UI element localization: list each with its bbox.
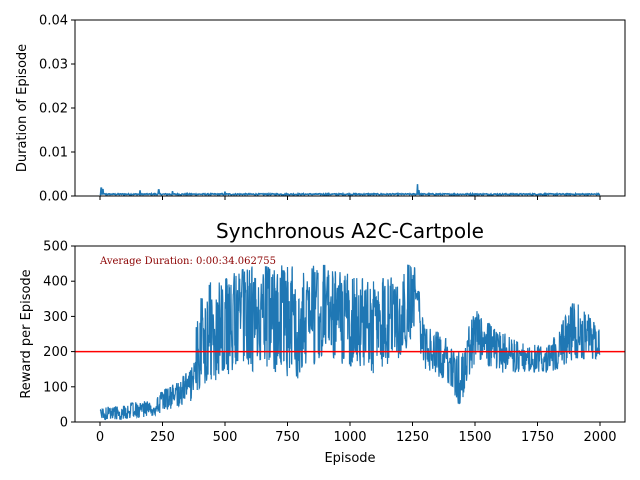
reward-x-tick-label: 750 — [275, 430, 300, 445]
average-duration-annotation: Average Duration: 0:00:34.062755 — [99, 256, 276, 267]
reward-y-ticks: 0 100 200 300 400 500 — [43, 240, 75, 431]
reward-x-tick-label: 0 — [96, 430, 104, 445]
reward-x-tick-label: 2000 — [583, 430, 616, 445]
reward-x-tick-label: 250 — [150, 430, 175, 445]
reward-x-axis-label: Episode — [324, 451, 375, 466]
duration-y-ticks: 0.00 0.01 0.02 0.03 0.04 — [39, 14, 75, 205]
duration-x-ticks — [99, 196, 601, 200]
duration-y-tick-label: 0.02 — [39, 102, 68, 117]
reward-y-tick-label: 200 — [43, 345, 68, 360]
reward-axes-frame — [74, 245, 626, 423]
reward-subplot: Synchronous A2C-Cartpole Reward per Epis… — [19, 219, 626, 466]
reward-x-tick-label: 500 — [213, 430, 238, 445]
reward-y-tick-label: 300 — [43, 310, 68, 325]
reward-x-tick-label: 1250 — [396, 430, 429, 445]
duration-series-line — [99, 184, 601, 197]
reward-x-tick-label: 1500 — [458, 430, 491, 445]
duration-axes-frame — [74, 19, 626, 197]
reward-y-tick-label: 400 — [43, 275, 68, 290]
reward-x-tick-label: 1750 — [521, 430, 554, 445]
reward-y-axis-label: Reward per Episode — [19, 269, 34, 398]
reward-y-tick-label: 500 — [43, 240, 68, 255]
reward-x-tick-label: 1000 — [333, 430, 366, 445]
duration-subplot: Duration of Episode 0.00 0.01 0.02 0.03 0.04 — [15, 14, 626, 205]
reward-chart-title: Synchronous A2C-Cartpole — [216, 219, 484, 243]
duration-y-tick-label: 0.03 — [39, 58, 68, 73]
duration-y-tick-label: 0.00 — [39, 190, 68, 205]
duration-y-tick-label: 0.04 — [39, 14, 68, 29]
reward-series-line — [99, 264, 601, 421]
duration-y-tick-label: 0.01 — [39, 146, 68, 161]
duration-y-axis-label: Duration of Episode — [15, 44, 30, 172]
reward-y-tick-label: 0 — [60, 416, 68, 431]
reward-y-tick-label: 100 — [43, 380, 68, 395]
reward-x-ticks: 0 250 500 750 1000 1250 1500 1750 2000 — [96, 422, 617, 445]
